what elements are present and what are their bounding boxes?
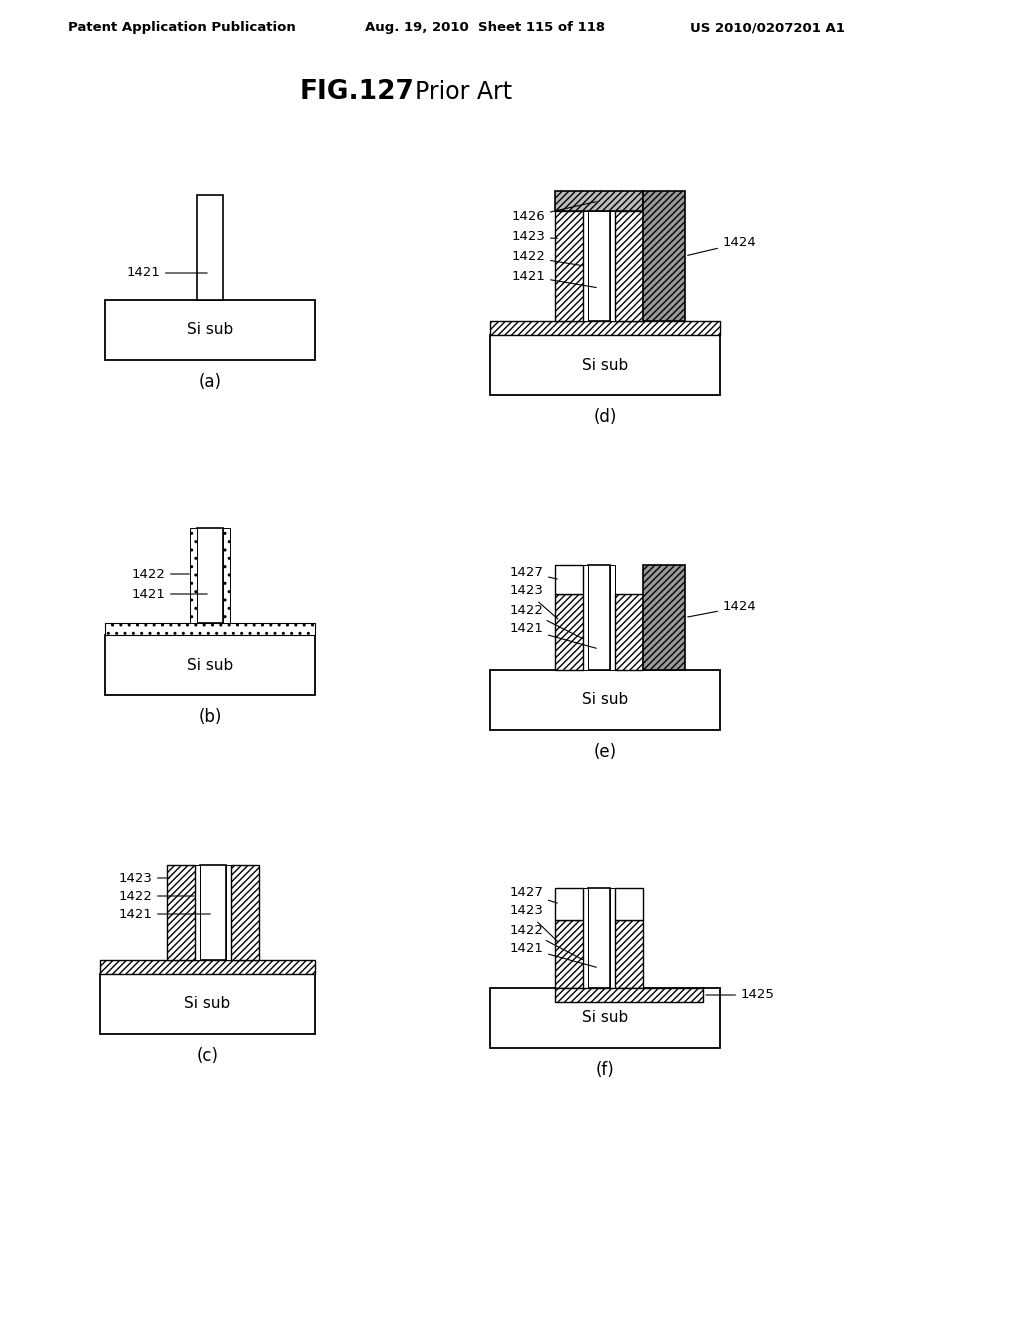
Bar — [588, 565, 610, 671]
Bar — [610, 211, 615, 321]
Text: Si sub: Si sub — [186, 322, 233, 338]
Bar — [643, 191, 685, 321]
Text: 1421: 1421 — [118, 908, 210, 920]
Text: Si sub: Si sub — [186, 657, 233, 672]
Bar — [167, 865, 195, 960]
Text: FIG.127: FIG.127 — [300, 79, 415, 106]
Text: 1423: 1423 — [118, 871, 169, 884]
Bar — [555, 191, 643, 211]
Text: 1423: 1423 — [509, 585, 558, 619]
Bar — [190, 528, 197, 623]
Bar — [490, 987, 720, 1048]
Bar — [195, 865, 200, 960]
Bar — [615, 211, 643, 321]
Bar — [100, 974, 315, 1034]
Bar — [105, 300, 315, 360]
Bar — [643, 565, 685, 671]
Bar — [105, 623, 315, 635]
Text: Si sub: Si sub — [582, 358, 628, 372]
Bar — [615, 920, 643, 987]
Bar — [223, 528, 230, 623]
Text: 1422: 1422 — [509, 924, 583, 960]
Text: (a): (a) — [199, 374, 221, 391]
Bar — [583, 211, 588, 321]
Bar — [490, 335, 720, 395]
Text: 1421: 1421 — [511, 269, 596, 288]
Text: 1424: 1424 — [688, 236, 757, 255]
Text: (f): (f) — [596, 1061, 614, 1078]
Text: Si sub: Si sub — [582, 1011, 628, 1026]
Bar — [555, 920, 583, 987]
Text: 1427: 1427 — [509, 887, 557, 903]
Text: (c): (c) — [197, 1047, 218, 1065]
Bar — [197, 528, 223, 623]
Text: 1421: 1421 — [509, 941, 596, 968]
Text: 1425: 1425 — [706, 989, 775, 1002]
Bar — [615, 888, 643, 920]
Bar — [555, 565, 583, 594]
Bar — [583, 565, 588, 671]
Text: 1426: 1426 — [511, 202, 596, 223]
Bar — [231, 865, 259, 960]
Bar — [610, 888, 615, 987]
Bar — [588, 211, 610, 321]
Text: 1422: 1422 — [131, 568, 189, 581]
Bar — [615, 594, 643, 671]
Bar — [555, 987, 703, 1002]
Bar — [555, 211, 583, 321]
Text: 1422: 1422 — [509, 603, 583, 639]
Bar — [197, 195, 223, 300]
Text: Aug. 19, 2010  Sheet 115 of 118: Aug. 19, 2010 Sheet 115 of 118 — [365, 21, 605, 34]
Text: (d): (d) — [593, 408, 616, 426]
Text: 1423: 1423 — [511, 231, 557, 243]
Text: 1421: 1421 — [126, 267, 207, 280]
Text: (b): (b) — [199, 708, 221, 726]
Text: 1421: 1421 — [509, 623, 596, 648]
Bar — [588, 888, 610, 987]
Bar — [490, 671, 720, 730]
Bar — [100, 960, 315, 974]
Text: 1422: 1422 — [118, 890, 195, 903]
Bar — [105, 635, 315, 696]
Bar — [490, 321, 720, 335]
Text: Prior Art: Prior Art — [415, 81, 512, 104]
Text: 1424: 1424 — [688, 601, 757, 616]
Bar — [555, 888, 583, 920]
Bar — [610, 565, 615, 671]
Text: 1421: 1421 — [131, 587, 207, 601]
Text: 1427: 1427 — [509, 565, 557, 579]
Bar — [200, 865, 226, 960]
Text: Patent Application Publication: Patent Application Publication — [68, 21, 296, 34]
Bar — [555, 594, 583, 671]
Text: (e): (e) — [594, 743, 616, 762]
Bar — [226, 865, 231, 960]
Text: Si sub: Si sub — [582, 693, 628, 708]
Bar — [583, 888, 588, 987]
Text: Si sub: Si sub — [184, 997, 230, 1011]
Text: US 2010/0207201 A1: US 2010/0207201 A1 — [690, 21, 845, 34]
Text: 1422: 1422 — [511, 251, 583, 265]
Text: 1423: 1423 — [509, 904, 558, 942]
